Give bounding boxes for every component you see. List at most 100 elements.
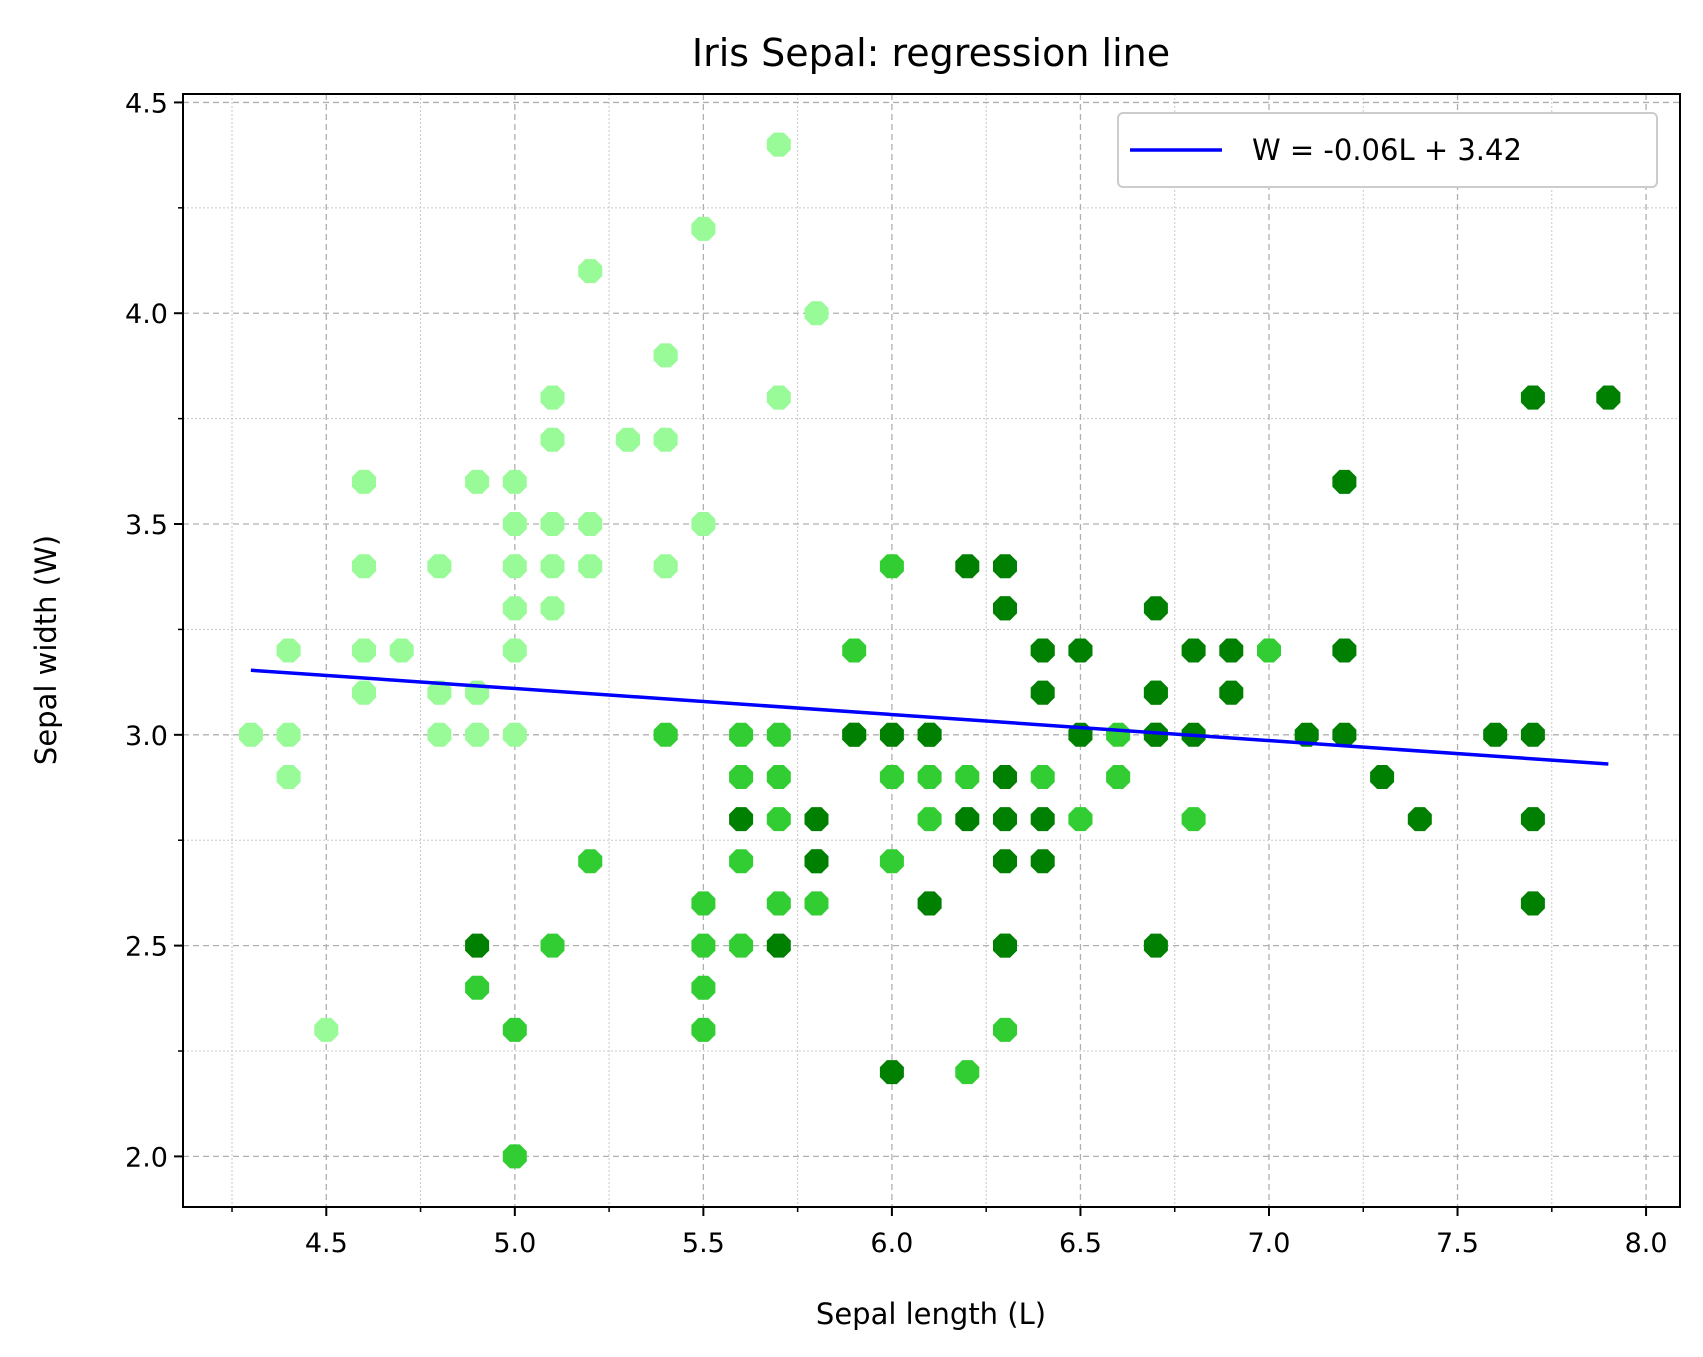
data-point	[653, 554, 678, 579]
y-tick-label: 3.5	[125, 510, 168, 541]
y-tick-label: 3.0	[125, 721, 168, 752]
data-point	[879, 765, 904, 789]
legend-label: W = -0.06L + 3.42	[1252, 133, 1522, 167]
data-point	[1143, 596, 1168, 621]
data-point	[691, 933, 716, 958]
data-point	[955, 807, 980, 832]
data-point	[502, 469, 527, 494]
data-points	[238, 132, 1621, 1169]
data-point	[766, 807, 791, 832]
data-point	[917, 807, 942, 832]
data-point	[993, 554, 1017, 579]
data-point	[917, 765, 942, 789]
data-point	[1068, 638, 1093, 663]
data-point	[540, 385, 565, 410]
x-tick-label: 5.0	[493, 1228, 536, 1259]
data-point	[804, 891, 829, 916]
data-point	[993, 596, 1017, 621]
data-point	[502, 596, 527, 621]
data-point	[955, 765, 980, 789]
data-point	[766, 722, 791, 747]
data-point	[842, 722, 867, 747]
data-point	[1030, 765, 1055, 789]
data-point	[691, 512, 716, 536]
data-point	[1332, 722, 1357, 747]
data-point	[729, 722, 754, 747]
data-point	[729, 807, 754, 832]
data-point	[1106, 765, 1131, 789]
data-point	[729, 765, 754, 789]
data-point	[502, 1017, 527, 1042]
data-point	[427, 554, 452, 579]
data-point	[766, 132, 791, 157]
data-point	[879, 849, 904, 874]
x-tick-label: 6.5	[1059, 1228, 1102, 1259]
data-point	[1181, 638, 1206, 663]
y-tick-label: 2.5	[125, 932, 168, 963]
data-point	[766, 933, 791, 958]
data-point	[766, 765, 791, 789]
data-point	[691, 1017, 716, 1042]
data-point	[729, 933, 754, 958]
data-point	[389, 638, 414, 663]
data-point	[352, 680, 376, 705]
data-point	[653, 427, 678, 452]
x-tick-label: 7.0	[1248, 1228, 1291, 1259]
data-point	[1068, 807, 1093, 832]
data-point	[1596, 385, 1621, 410]
data-point	[1030, 807, 1055, 832]
legend: W = -0.06L + 3.42	[1117, 112, 1658, 188]
data-point	[502, 512, 527, 536]
data-point	[276, 722, 301, 747]
data-point	[238, 722, 263, 747]
data-point	[917, 891, 942, 916]
data-point	[1332, 469, 1357, 494]
regression-line	[250, 668, 1609, 766]
data-point	[1219, 638, 1244, 663]
data-point	[1219, 680, 1244, 705]
data-point	[1030, 680, 1055, 705]
data-point	[804, 807, 829, 832]
data-point	[993, 807, 1017, 832]
data-point	[502, 638, 527, 663]
data-point	[917, 722, 942, 747]
data-point	[1030, 638, 1055, 663]
data-point	[352, 469, 376, 494]
data-point	[955, 1060, 980, 1085]
data-point	[1294, 722, 1319, 747]
data-point	[1520, 722, 1545, 747]
data-point	[879, 722, 904, 747]
data-point	[804, 301, 829, 326]
data-point	[1332, 638, 1357, 663]
data-point	[427, 722, 452, 747]
data-point	[578, 259, 603, 284]
axis-ticks: 4.5 5.0 5.5 6.0 6.5 7.0 7.5 8.0 2.0 2.5 3.0 3.5 4.0 4…	[125, 88, 1667, 1259]
data-point	[615, 427, 640, 452]
data-point	[578, 512, 603, 536]
data-point	[1370, 765, 1395, 789]
x-tick-label: 8.0	[1625, 1228, 1668, 1259]
data-point	[1181, 807, 1206, 832]
data-point	[993, 1017, 1017, 1042]
data-point	[1407, 807, 1432, 832]
data-point	[804, 849, 829, 874]
data-point	[540, 427, 565, 452]
data-point	[766, 385, 791, 410]
data-point	[653, 343, 678, 368]
data-point	[465, 469, 490, 494]
x-tick-label: 6.0	[870, 1228, 913, 1259]
data-point	[766, 891, 791, 916]
data-point	[465, 975, 490, 1000]
data-point	[276, 765, 301, 789]
data-point	[1520, 891, 1545, 916]
x-tick-label: 7.5	[1436, 1228, 1479, 1259]
y-axis-label: Sepal width (W)	[29, 535, 63, 765]
data-point	[540, 512, 565, 536]
chart-title: Iris Sepal: regression line	[692, 31, 1170, 75]
data-point	[653, 722, 678, 747]
x-tick-label: 5.5	[682, 1228, 725, 1259]
data-point	[1257, 638, 1281, 663]
x-tick-label: 4.5	[305, 1228, 348, 1259]
data-point	[1143, 722, 1168, 747]
